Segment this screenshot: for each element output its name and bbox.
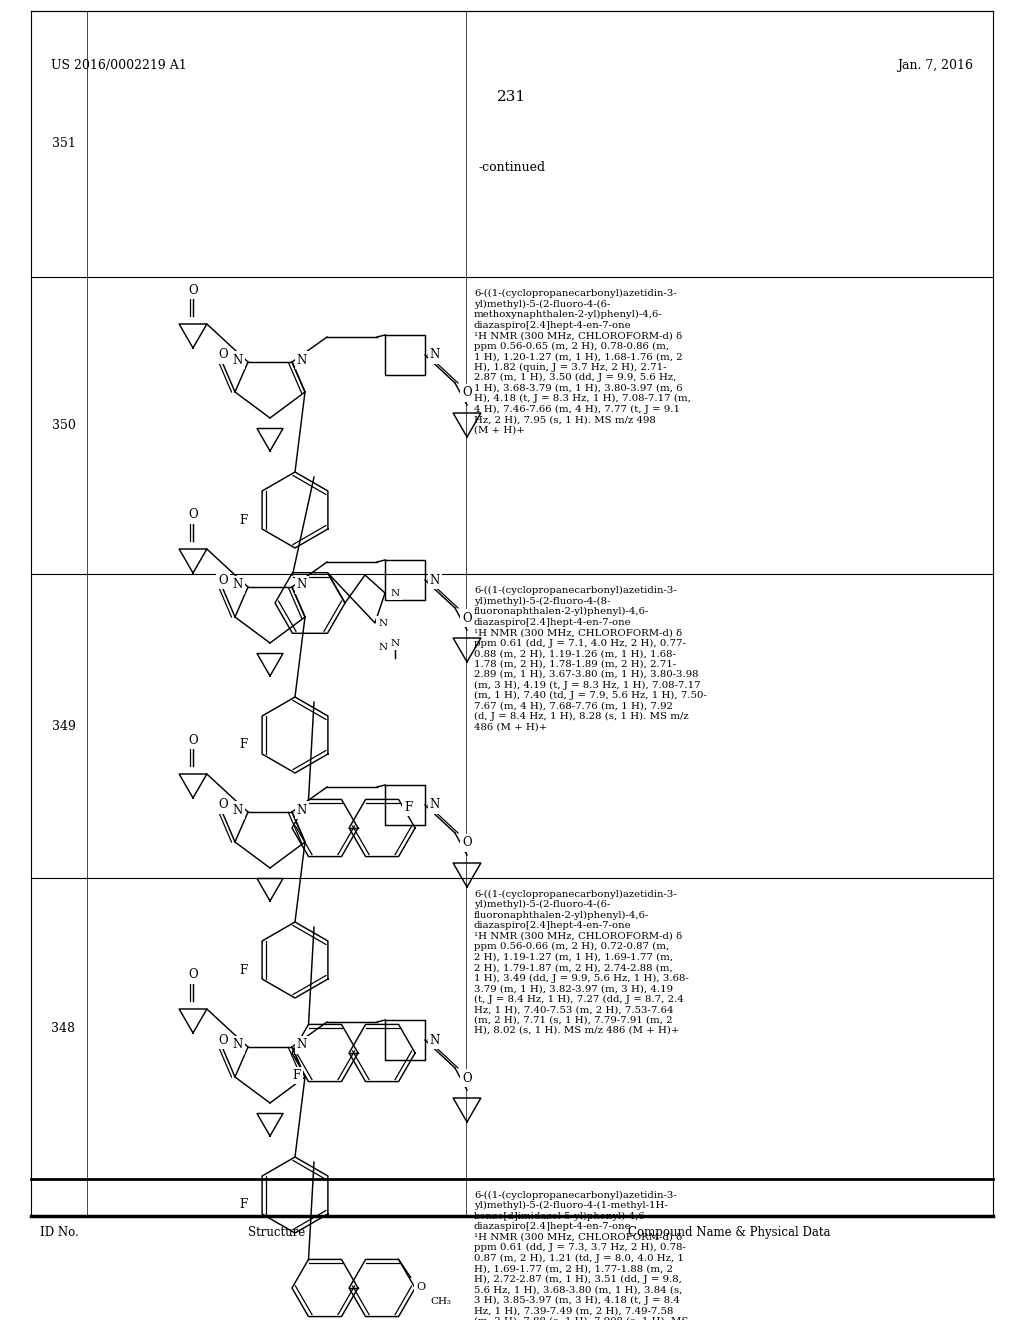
Text: O: O <box>188 284 198 297</box>
Text: N: N <box>430 1034 440 1047</box>
Text: 6-((1-(cyclopropanecarbonyl)azetidin-3-
yl)methyl)-5-(2-fluoro-4-(8-
fluoronapht: 6-((1-(cyclopropanecarbonyl)azetidin-3- … <box>474 586 707 731</box>
Text: F: F <box>239 738 247 751</box>
Text: N: N <box>430 348 440 362</box>
Text: 350: 350 <box>51 420 76 432</box>
Text: O: O <box>218 573 227 586</box>
Text: O: O <box>416 1283 425 1292</box>
Text: O: O <box>188 508 198 521</box>
Text: N: N <box>232 804 243 817</box>
Text: F: F <box>239 1199 247 1212</box>
Text: -continued: -continued <box>478 161 546 174</box>
Text: O: O <box>462 837 472 850</box>
Text: N: N <box>379 619 387 627</box>
Text: N: N <box>430 799 440 812</box>
Text: 6-((1-(cyclopropanecarbonyl)azetidin-3-
yl)methyl)-5-(2-fluoro-4-(6-
methoxynaph: 6-((1-(cyclopropanecarbonyl)azetidin-3- … <box>474 289 691 434</box>
Text: O: O <box>462 611 472 624</box>
Text: N: N <box>297 1039 307 1052</box>
Text: ID No.: ID No. <box>40 1226 78 1238</box>
Text: N: N <box>390 639 399 648</box>
Text: Structure: Structure <box>248 1226 305 1238</box>
Text: CH₃: CH₃ <box>430 1298 452 1305</box>
Text: 348: 348 <box>51 1022 76 1035</box>
Text: 351: 351 <box>51 137 76 150</box>
Text: US 2016/0002219 A1: US 2016/0002219 A1 <box>51 59 187 73</box>
Text: O: O <box>188 734 198 747</box>
Text: 6-((1-(cyclopropanecarbonyl)azetidin-3-
yl)methyl)-5-(2-fluoro-4-(6-
fluoronapht: 6-((1-(cyclopropanecarbonyl)azetidin-3- … <box>474 890 689 1035</box>
Text: N: N <box>232 1039 243 1052</box>
Text: N: N <box>297 354 307 367</box>
Text: F: F <box>404 801 413 814</box>
Text: N: N <box>232 578 243 591</box>
Text: N: N <box>232 354 243 367</box>
Text: O: O <box>462 387 472 400</box>
Text: N: N <box>297 804 307 817</box>
Text: N: N <box>430 573 440 586</box>
Text: F: F <box>239 964 247 977</box>
Text: O: O <box>188 969 198 982</box>
Text: N: N <box>390 589 399 598</box>
Text: N: N <box>297 578 307 591</box>
Text: 6-((1-(cyclopropanecarbonyl)azetidin-3-
yl)methyl)-5-(2-fluoro-4-(1-methyl-1H-
b: 6-((1-(cyclopropanecarbonyl)azetidin-3- … <box>474 1191 688 1320</box>
Text: 349: 349 <box>51 719 76 733</box>
Text: Jan. 7, 2016: Jan. 7, 2016 <box>897 59 973 73</box>
Text: 231: 231 <box>498 90 526 104</box>
Text: N: N <box>379 644 387 652</box>
Text: O: O <box>462 1072 472 1085</box>
Text: Compound Name & Physical Data: Compound Name & Physical Data <box>629 1226 830 1238</box>
Text: F: F <box>293 1069 301 1082</box>
Text: O: O <box>218 348 227 362</box>
Text: O: O <box>218 799 227 812</box>
Text: O: O <box>218 1034 227 1047</box>
Text: F: F <box>239 513 247 527</box>
